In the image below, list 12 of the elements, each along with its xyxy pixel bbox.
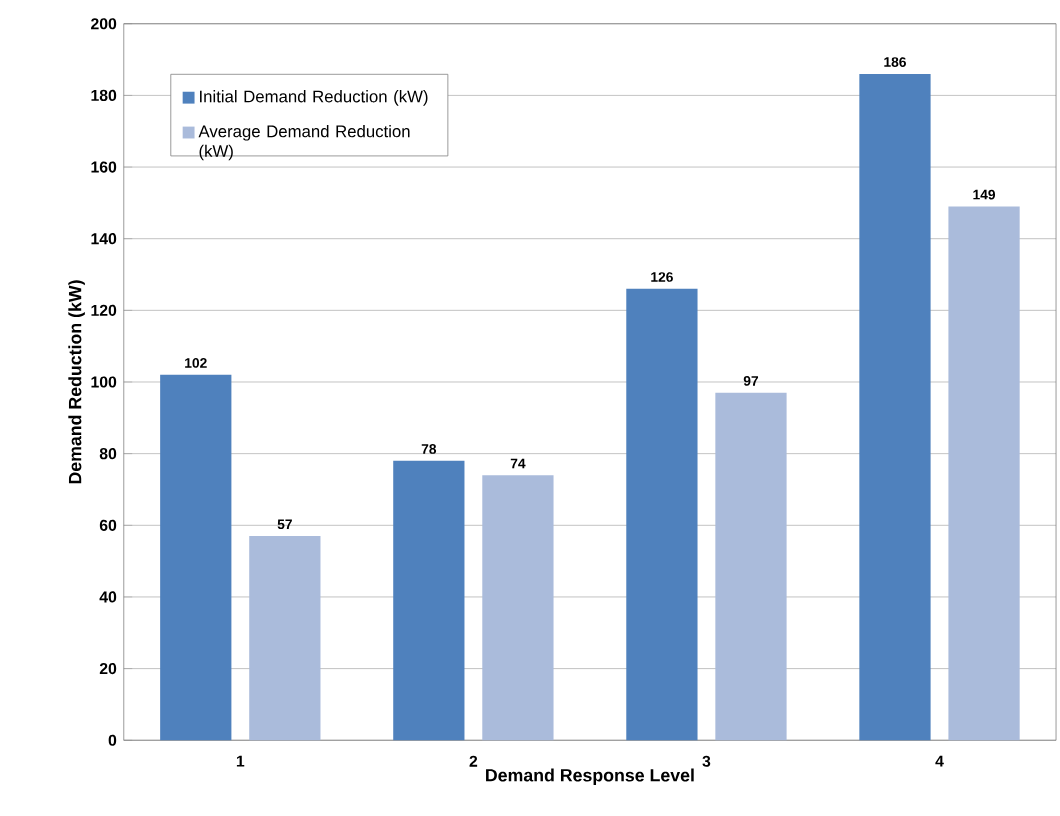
y-axis-title: Demand Reduction (kW)	[68, 280, 85, 484]
bar	[859, 74, 931, 741]
x-axis-title: Demand Response Level	[486, 768, 694, 786]
bar	[948, 206, 1020, 741]
bar	[393, 461, 465, 741]
bar	[160, 375, 232, 741]
bar	[626, 289, 698, 741]
legend-label: Initial Demand Reduction (kW)	[200, 90, 428, 106]
bar	[715, 392, 787, 741]
bar	[482, 475, 554, 741]
legend-label: Average Demand Reduction (kW)	[198, 125, 410, 161]
bar	[249, 536, 321, 741]
